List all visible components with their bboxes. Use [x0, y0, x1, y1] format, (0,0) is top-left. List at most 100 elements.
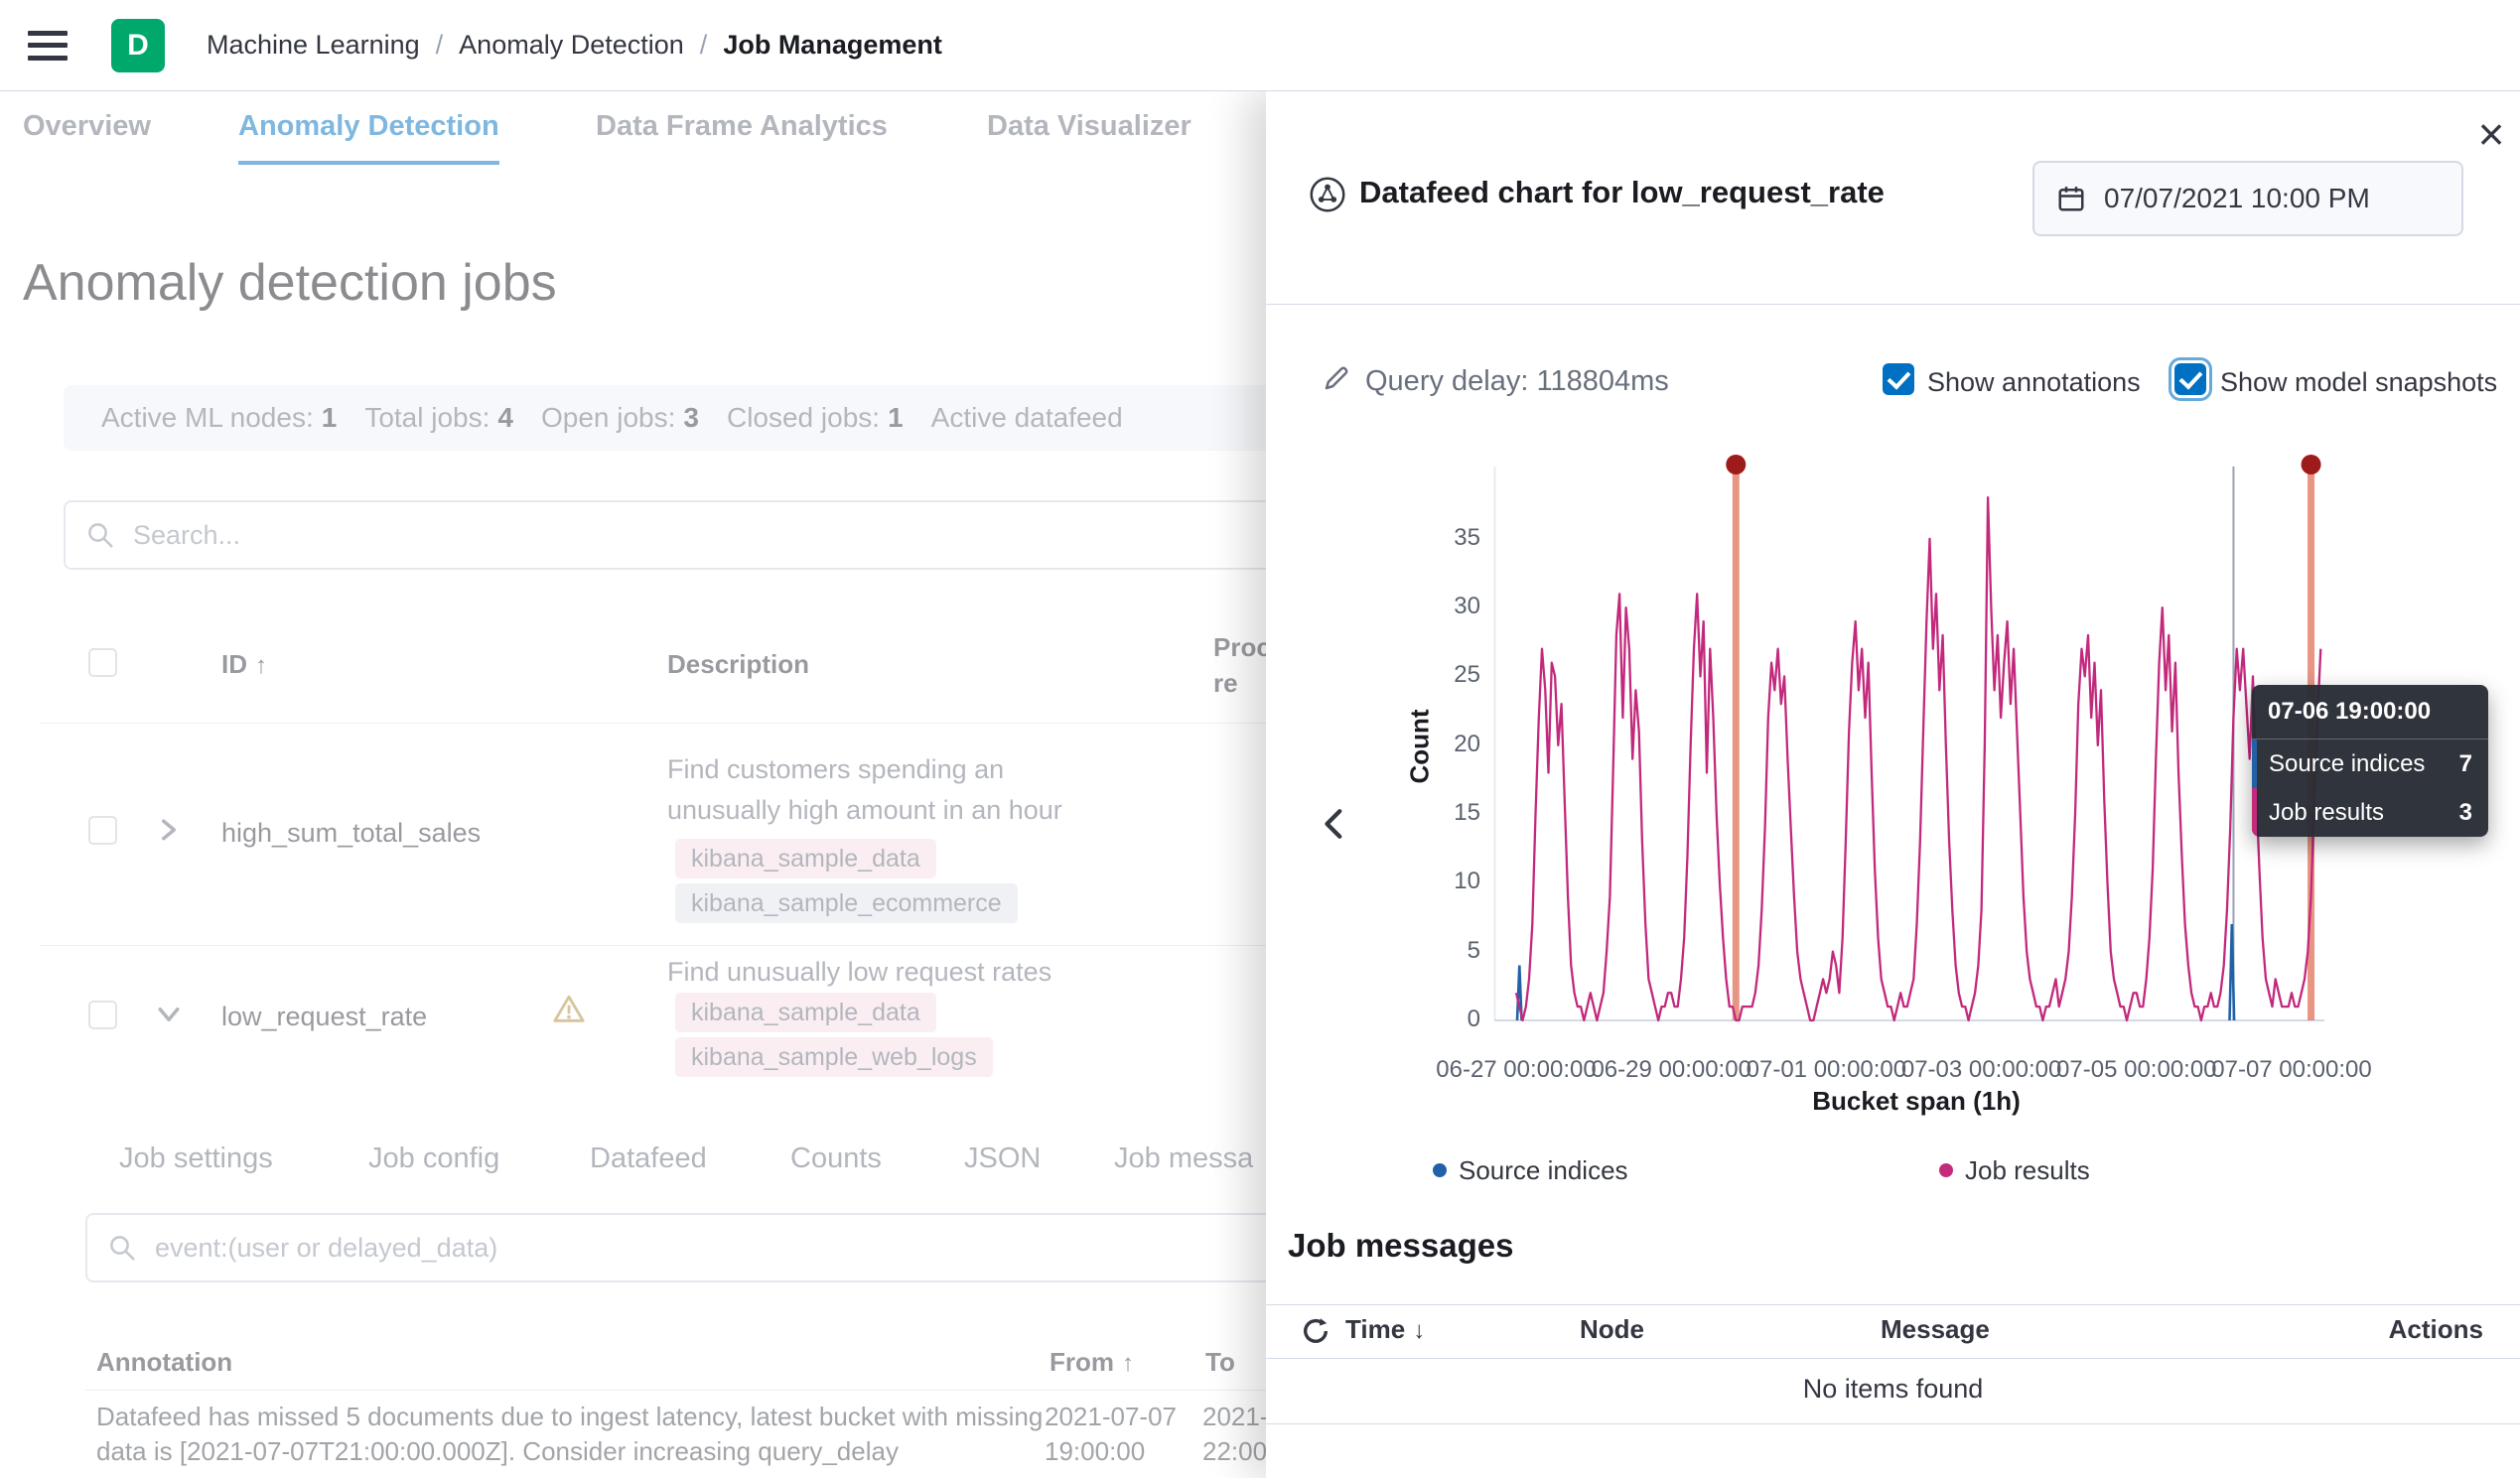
y-axis-tick: 15	[1454, 799, 1480, 827]
ml-app-icon	[1310, 177, 1345, 212]
show-model-snapshots-label[interactable]: Show model snapshots	[2220, 367, 2498, 397]
job-description-line: Find unusually low request rates	[667, 957, 1052, 987]
select-all-checkbox[interactable]	[88, 648, 117, 677]
breadcrumb-job-management: Job Management	[723, 30, 942, 60]
expand-row-button[interactable]	[147, 808, 191, 852]
menu-icon[interactable]	[26, 28, 70, 64]
collapse-row-button[interactable]	[147, 993, 191, 1036]
row-checkbox-high-sum-total-sales[interactable]	[88, 816, 117, 845]
refresh-icon[interactable]	[1296, 1312, 1335, 1352]
table-divider	[40, 945, 2482, 946]
tooltip-series-value: 7	[2458, 749, 2472, 777]
job-id[interactable]: low_request_rate	[221, 1002, 428, 1031]
tooltip-series-color-bar	[2252, 788, 2257, 837]
tab-data-frame-analytics[interactable]: Data Frame Analytics	[596, 109, 888, 142]
stat-closed-jobs: Closed jobs: 1	[726, 402, 904, 433]
job-results-line	[1514, 496, 2322, 1022]
previous-page-chevron-icon[interactable]	[1312, 800, 1359, 848]
tab-data-visualizer[interactable]: Data Visualizer	[987, 109, 1191, 142]
search-icon	[88, 523, 113, 548]
column-header-from[interactable]: From ↑	[1050, 1347, 1134, 1377]
breadcrumb-anomaly-detection[interactable]: Anomaly Detection	[459, 30, 684, 60]
x-axis-tick: 07-01 00:00:00	[1746, 1056, 1907, 1083]
annotation-from: 2021-07-07	[1045, 1402, 1177, 1431]
sort-desc-icon: ↓	[1413, 1317, 1426, 1344]
y-axis-tick: 30	[1454, 593, 1480, 620]
table-divider	[40, 723, 2482, 724]
legend-label-job-results[interactable]: Job results	[1965, 1155, 2090, 1185]
tab-overview[interactable]: Overview	[23, 109, 151, 142]
breadcrumb-separator: /	[435, 30, 444, 60]
job-id[interactable]: high_sum_total_sales	[221, 818, 482, 848]
annotation-from: 19:00:00	[1045, 1436, 1146, 1466]
column-header-actions: Actions	[2388, 1314, 2483, 1344]
tab-anomaly-detection[interactable]: Anomaly Detection	[238, 91, 499, 165]
show-annotations-checkbox[interactable]	[1883, 363, 1914, 395]
column-header-processed-line1[interactable]: Proc	[1213, 632, 1271, 662]
x-axis-label: Bucket span (1h)	[1812, 1086, 2021, 1116]
detail-tab-datafeed[interactable]: Datafeed	[590, 1142, 707, 1174]
chart-canvas	[1493, 455, 2324, 1022]
row-checkbox-low-request-rate[interactable]	[88, 1001, 117, 1029]
space-avatar[interactable]: D	[111, 18, 165, 72]
flyout-divider	[1266, 304, 2520, 305]
x-axis-ticks: 06-27 00:00:00 06-29 00:00:00 07-01 00:00:…	[1266, 1056, 2520, 1088]
index-badge: kibana_sample_data	[675, 993, 936, 1032]
column-header-id[interactable]: ID ↑	[221, 649, 267, 679]
datafeed-chart-flyout: × Datafeed chart for low_request_rate 07…	[1266, 91, 2520, 1478]
detail-tab-job-messages[interactable]: Job messa	[1114, 1142, 1254, 1174]
stat-total-jobs: Total jobs: 4	[364, 402, 513, 433]
column-header-time[interactable]: Time ↓	[1345, 1314, 1426, 1344]
chart-tooltip: 07-06 19:00:00 Source indices 7 Job resu…	[2252, 685, 2488, 837]
detail-tab-counts[interactable]: Counts	[790, 1142, 882, 1174]
breadcrumb-separator: /	[699, 30, 708, 60]
annotation-text-line: data is [2021-07-07T21:00:00.000Z]. Cons…	[96, 1436, 899, 1466]
table-divider	[1266, 1304, 2520, 1305]
tooltip-series-name: Source indices	[2269, 749, 2426, 777]
index-badge: kibana_sample_ecommerce	[675, 883, 1018, 923]
calendar-icon	[2058, 187, 2084, 211]
show-annotations-label[interactable]: Show annotations	[1927, 367, 2141, 397]
y-axis-tick: 25	[1454, 661, 1480, 689]
legend-label-source-indices[interactable]: Source indices	[1459, 1155, 1628, 1185]
edit-pencil-icon[interactable]	[1322, 363, 1351, 393]
tooltip-series-name: Job results	[2269, 798, 2385, 826]
breadcrumb: Machine Learning / Anomaly Detection / J…	[207, 30, 942, 61]
tooltip-series-color-bar	[2252, 739, 2257, 788]
y-axis-tick: 0	[1467, 1006, 1480, 1032]
x-axis-tick: 07-07 00:00:00	[2211, 1056, 2372, 1083]
close-icon[interactable]: ×	[2462, 105, 2520, 163]
chevron-right-icon	[162, 819, 176, 841]
annotation-to: 22:00	[1202, 1436, 1268, 1466]
column-header-processed-line2: re	[1213, 668, 1238, 698]
annotation-marker	[1726, 455, 1747, 474]
query-delay-text: Query delay: 118804ms	[1365, 365, 1669, 397]
datepicker-field[interactable]: 07/07/2021 10:00 PM	[2032, 161, 2463, 236]
x-axis-tick: 07-03 00:00:00	[1900, 1056, 2062, 1083]
detail-tab-job-config[interactable]: Job config	[368, 1142, 500, 1174]
show-model-snapshots-checkbox[interactable]	[2174, 363, 2206, 395]
column-header-annotation: Annotation	[96, 1347, 233, 1377]
datafeed-chart-plot	[1493, 455, 2324, 1024]
breadcrumb-machine-learning[interactable]: Machine Learning	[207, 30, 420, 60]
x-axis-tick: 06-27 00:00:00	[1436, 1056, 1597, 1083]
warning-icon	[553, 995, 585, 1022]
column-header-node: Node	[1580, 1314, 1644, 1344]
annotation-text-line: Datafeed has missed 5 documents due to i…	[96, 1402, 1044, 1431]
column-header-to[interactable]: To	[1205, 1347, 1235, 1377]
column-header-description[interactable]: Description	[667, 649, 810, 679]
detail-tab-job-settings[interactable]: Job settings	[119, 1142, 273, 1174]
column-header-message: Message	[1881, 1314, 1990, 1344]
index-badge: kibana_sample_web_logs	[675, 1037, 993, 1077]
x-axis-tick: 07-05 00:00:00	[2056, 1056, 2217, 1083]
sort-asc-icon: ↑	[255, 652, 267, 679]
y-axis-tick: 35	[1454, 523, 1480, 551]
chevron-down-icon	[158, 1008, 180, 1021]
stat-active-ml-nodes: Active ML nodes: 1	[101, 402, 338, 433]
detail-tab-json[interactable]: JSON	[964, 1142, 1042, 1174]
job-messages-title: Job messages	[1288, 1227, 1514, 1264]
top-navigation-bar: D Machine Learning / Anomaly Detection /…	[0, 0, 2520, 91]
legend-dot-job-results[interactable]	[1939, 1163, 1953, 1177]
stat-open-jobs: Open jobs: 3	[540, 402, 699, 433]
legend-dot-source-indices[interactable]	[1433, 1163, 1447, 1177]
